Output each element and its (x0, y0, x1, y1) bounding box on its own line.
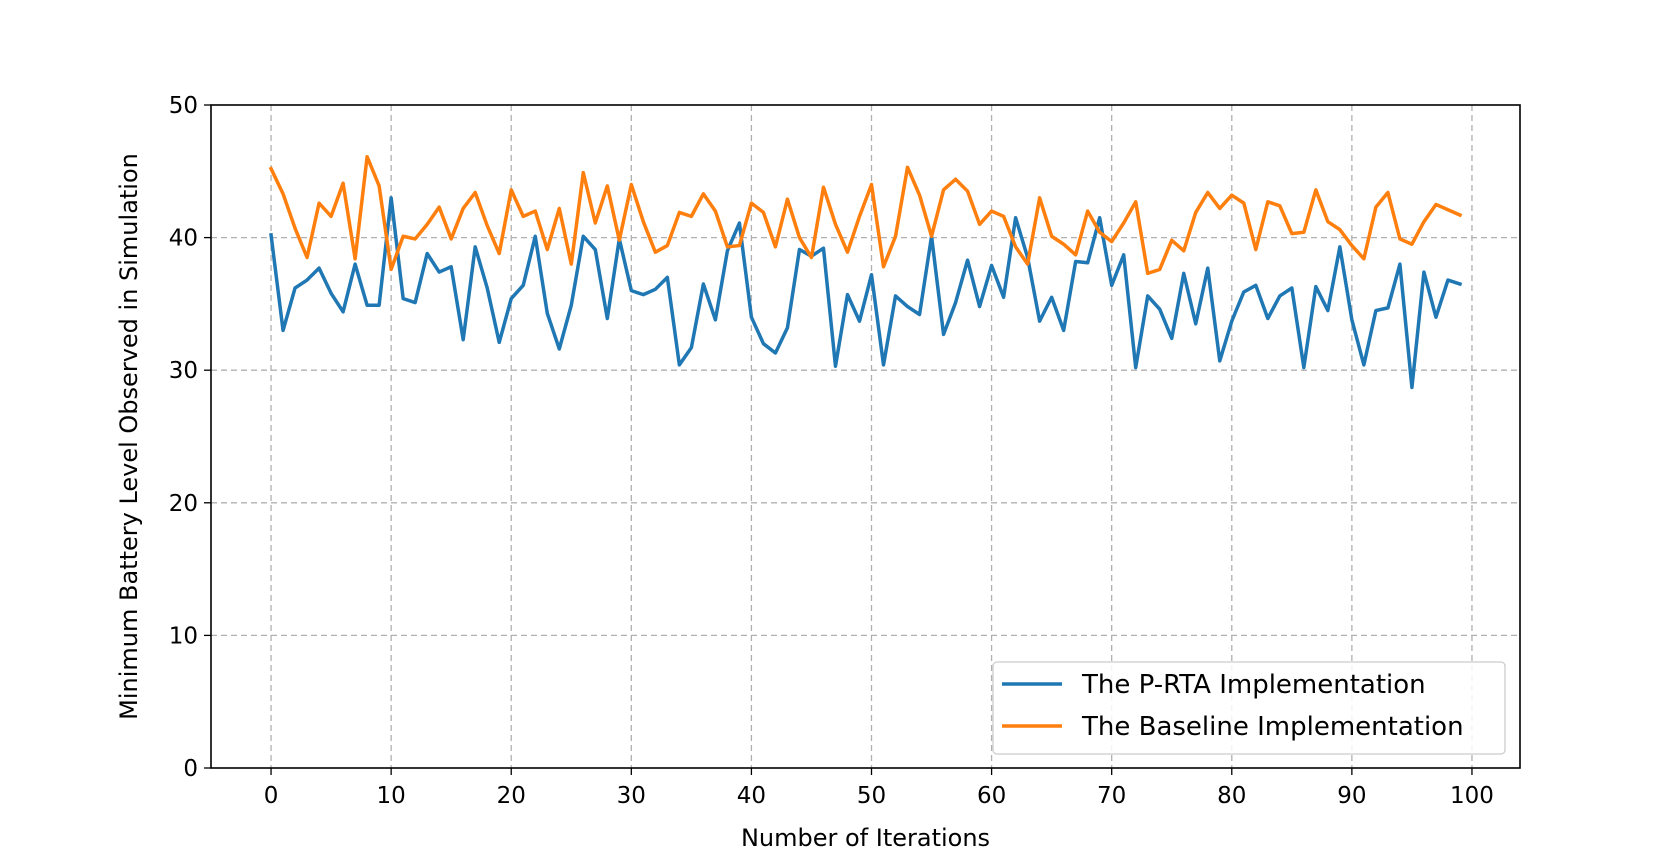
plot-frame (210, 104, 1521, 769)
x-tick-label: 10 (376, 783, 405, 809)
legend-box (992, 661, 1506, 755)
y-tick-label: 0 (183, 756, 198, 782)
x-tick-label: 70 (1097, 783, 1126, 809)
y-tick-label: 10 (169, 623, 198, 649)
x-tick-label: 50 (857, 783, 886, 809)
y-tick-label: 40 (169, 226, 198, 252)
x-tick-label: 90 (1337, 783, 1366, 809)
x-tick-label: 30 (617, 783, 646, 809)
x-tick-label: 80 (1217, 783, 1246, 809)
series-line-p-rta (269, 196, 1463, 390)
legend-label-baseline: The Baseline Implementation (1081, 712, 1464, 742)
x-tick-label: 100 (1450, 783, 1494, 809)
y-tick-label: 50 (169, 93, 198, 119)
y-axis-title: Minimum Battery Level Observed in Simula… (115, 153, 143, 720)
legend: The P-RTA Implementation The Baseline Im… (992, 661, 1506, 755)
y-tick-label: 20 (169, 491, 198, 517)
legend-label-p-rta: The P-RTA Implementation (1081, 670, 1426, 700)
x-tick-label: 0 (264, 783, 279, 809)
x-axis-title: Number of Iterations (741, 824, 990, 852)
series-layer (268, 154, 1463, 390)
y-tick-label: 30 (169, 358, 198, 384)
axis-ticks: 0 10 20 30 40 50 60 70 80 90 100 0 10 20 30 40 50 (169, 93, 1494, 809)
x-tick-label: 20 (497, 783, 526, 809)
x-tick-label: 40 (737, 783, 766, 809)
x-tick-label: 60 (977, 783, 1006, 809)
series-line-baseline (268, 154, 1463, 276)
grid (211, 105, 1520, 768)
